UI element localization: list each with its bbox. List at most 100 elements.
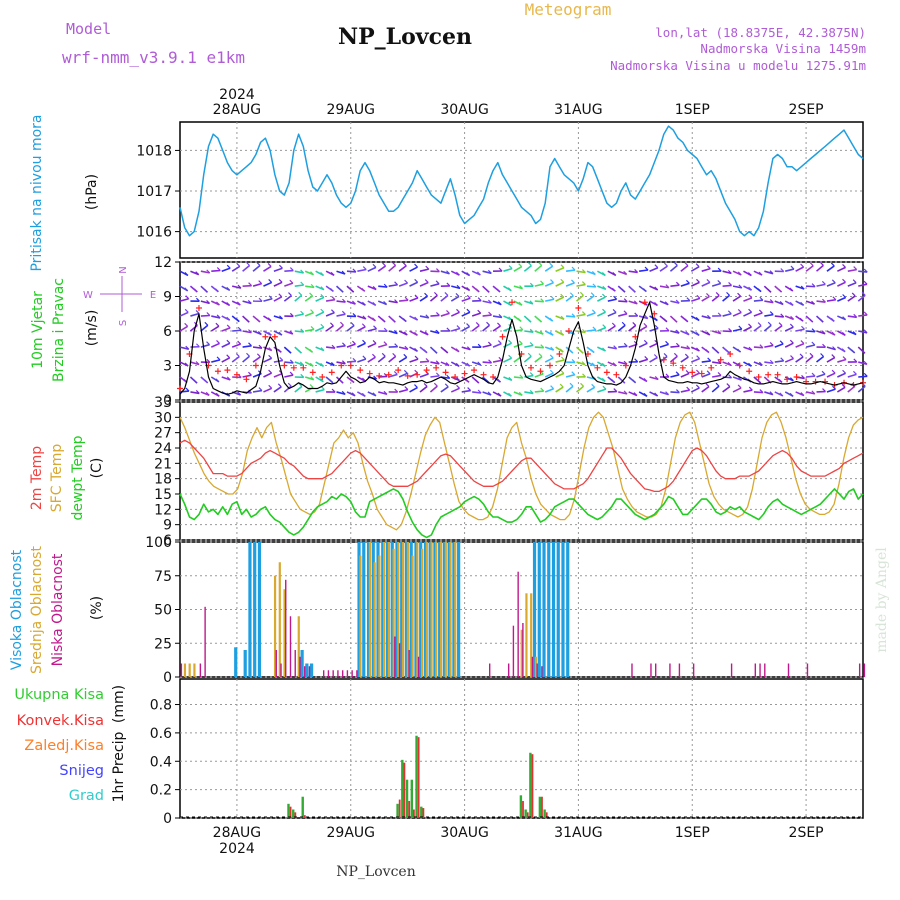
cloud-bar (376, 542, 380, 677)
wind-vector (450, 295, 460, 302)
wind-vector-head (789, 301, 794, 306)
wind-vector-head (581, 361, 586, 366)
gust-marker (290, 364, 297, 371)
wind-vector-head (184, 272, 189, 276)
wind-vector (315, 388, 325, 393)
wind-vector (430, 330, 440, 334)
gust-marker (385, 371, 392, 378)
wind-vector-head (435, 372, 440, 377)
wind-vector (659, 343, 669, 348)
wind-vector-head (634, 269, 639, 273)
wind-vector-head (309, 362, 314, 367)
wind-vector (263, 357, 272, 363)
wind-vector (816, 283, 826, 287)
cloud-bar (402, 542, 405, 677)
wind-vector-head (654, 375, 659, 380)
wind-vector (409, 386, 418, 393)
wind-vector-head (801, 375, 805, 379)
wind-vector (325, 346, 336, 350)
precip-bar-convective (398, 799, 401, 818)
cloud-bar (858, 663, 861, 677)
wind-vector (398, 282, 408, 287)
wind-vector-head (748, 386, 753, 391)
model-elevation-label: Nadmorska Visina u modelu 1275.91m (610, 58, 866, 73)
wind-vector-head (237, 391, 242, 396)
wind-vector-head (728, 374, 732, 379)
wind-vector-head (248, 282, 253, 287)
wind-vector (388, 355, 397, 363)
wind-vector-head (778, 288, 783, 293)
precip-ytick-label: 0.6 (150, 726, 172, 742)
wind-vector (837, 296, 846, 302)
wind-vector-head (842, 356, 847, 360)
model-label: Model (66, 20, 111, 38)
wind-vector (377, 265, 387, 272)
wind-vector-head (465, 378, 470, 383)
wind-vector (294, 385, 303, 393)
wind-vector-head (298, 349, 302, 354)
wind-vector (221, 327, 231, 332)
wind-vector-head (590, 292, 595, 297)
cloud-bar (392, 548, 395, 677)
wind-vector-head (320, 272, 324, 276)
wind-vector-head (571, 279, 575, 284)
wind-vector-head (601, 362, 606, 367)
wind-vector-head (394, 388, 399, 393)
gust-marker (309, 369, 316, 376)
wind-vector-head (673, 318, 678, 323)
wind-vector (492, 359, 503, 363)
wind-vector-head (748, 308, 753, 313)
wind-vector (294, 330, 304, 333)
wind-vector-head (414, 316, 419, 321)
cloud-axis-title-1: Visoka Oblacnost (9, 549, 25, 670)
wind-vector-head (830, 317, 835, 322)
gust-marker (452, 374, 459, 380)
wind-vector-head (696, 278, 700, 283)
wind-vector-head (404, 296, 409, 301)
wind-vector (346, 360, 356, 363)
wind-vector-head (445, 362, 450, 366)
wind-vector (576, 385, 585, 393)
wind-unit: (m/s) (84, 310, 100, 347)
wind-vector (210, 325, 220, 332)
wind-vector-head (467, 387, 472, 391)
wind-vector-head (863, 268, 868, 273)
wind-vector-head (279, 315, 283, 320)
wind-vector-head (446, 270, 450, 275)
wind-vector (461, 389, 471, 393)
wind-vector (649, 327, 659, 332)
wind-vector (451, 327, 461, 332)
wind-vector-head (497, 322, 501, 327)
wind-vector (711, 385, 720, 393)
wind-vector-head (518, 301, 523, 306)
cloud-bar (394, 636, 396, 677)
wind-vector (284, 330, 294, 335)
wind-vector (701, 360, 711, 363)
wind-vector-head (780, 313, 785, 318)
wind-vector-head (268, 369, 273, 374)
temp-axis-title-1: 2m Temp (29, 446, 45, 510)
wind-vector (534, 355, 543, 363)
wind-vector-head (654, 392, 659, 397)
wind-vector-head (477, 297, 482, 302)
wind-panel: 0 3 6 9 12 (154, 255, 868, 409)
wind-vector-head (675, 371, 680, 376)
cloud-bar (297, 616, 300, 677)
wind-vector-head (498, 267, 503, 272)
wind-vector-head (196, 297, 200, 302)
wind-vector-head (727, 269, 732, 274)
wind-vector-head (393, 330, 398, 334)
wind-vector-head (402, 318, 407, 322)
wind-vector (430, 375, 440, 378)
wind-vector-head (853, 313, 858, 318)
wind-vector-head (675, 389, 680, 393)
precip-bar-total (287, 803, 290, 818)
wind-vector (482, 314, 492, 317)
wind-vector-head (248, 329, 252, 334)
wind-vector (597, 388, 607, 393)
wind-vector (450, 387, 460, 393)
temperature-ytick-label: 21 (154, 456, 172, 472)
wind-vector (503, 357, 512, 363)
wind-vector (242, 330, 252, 334)
